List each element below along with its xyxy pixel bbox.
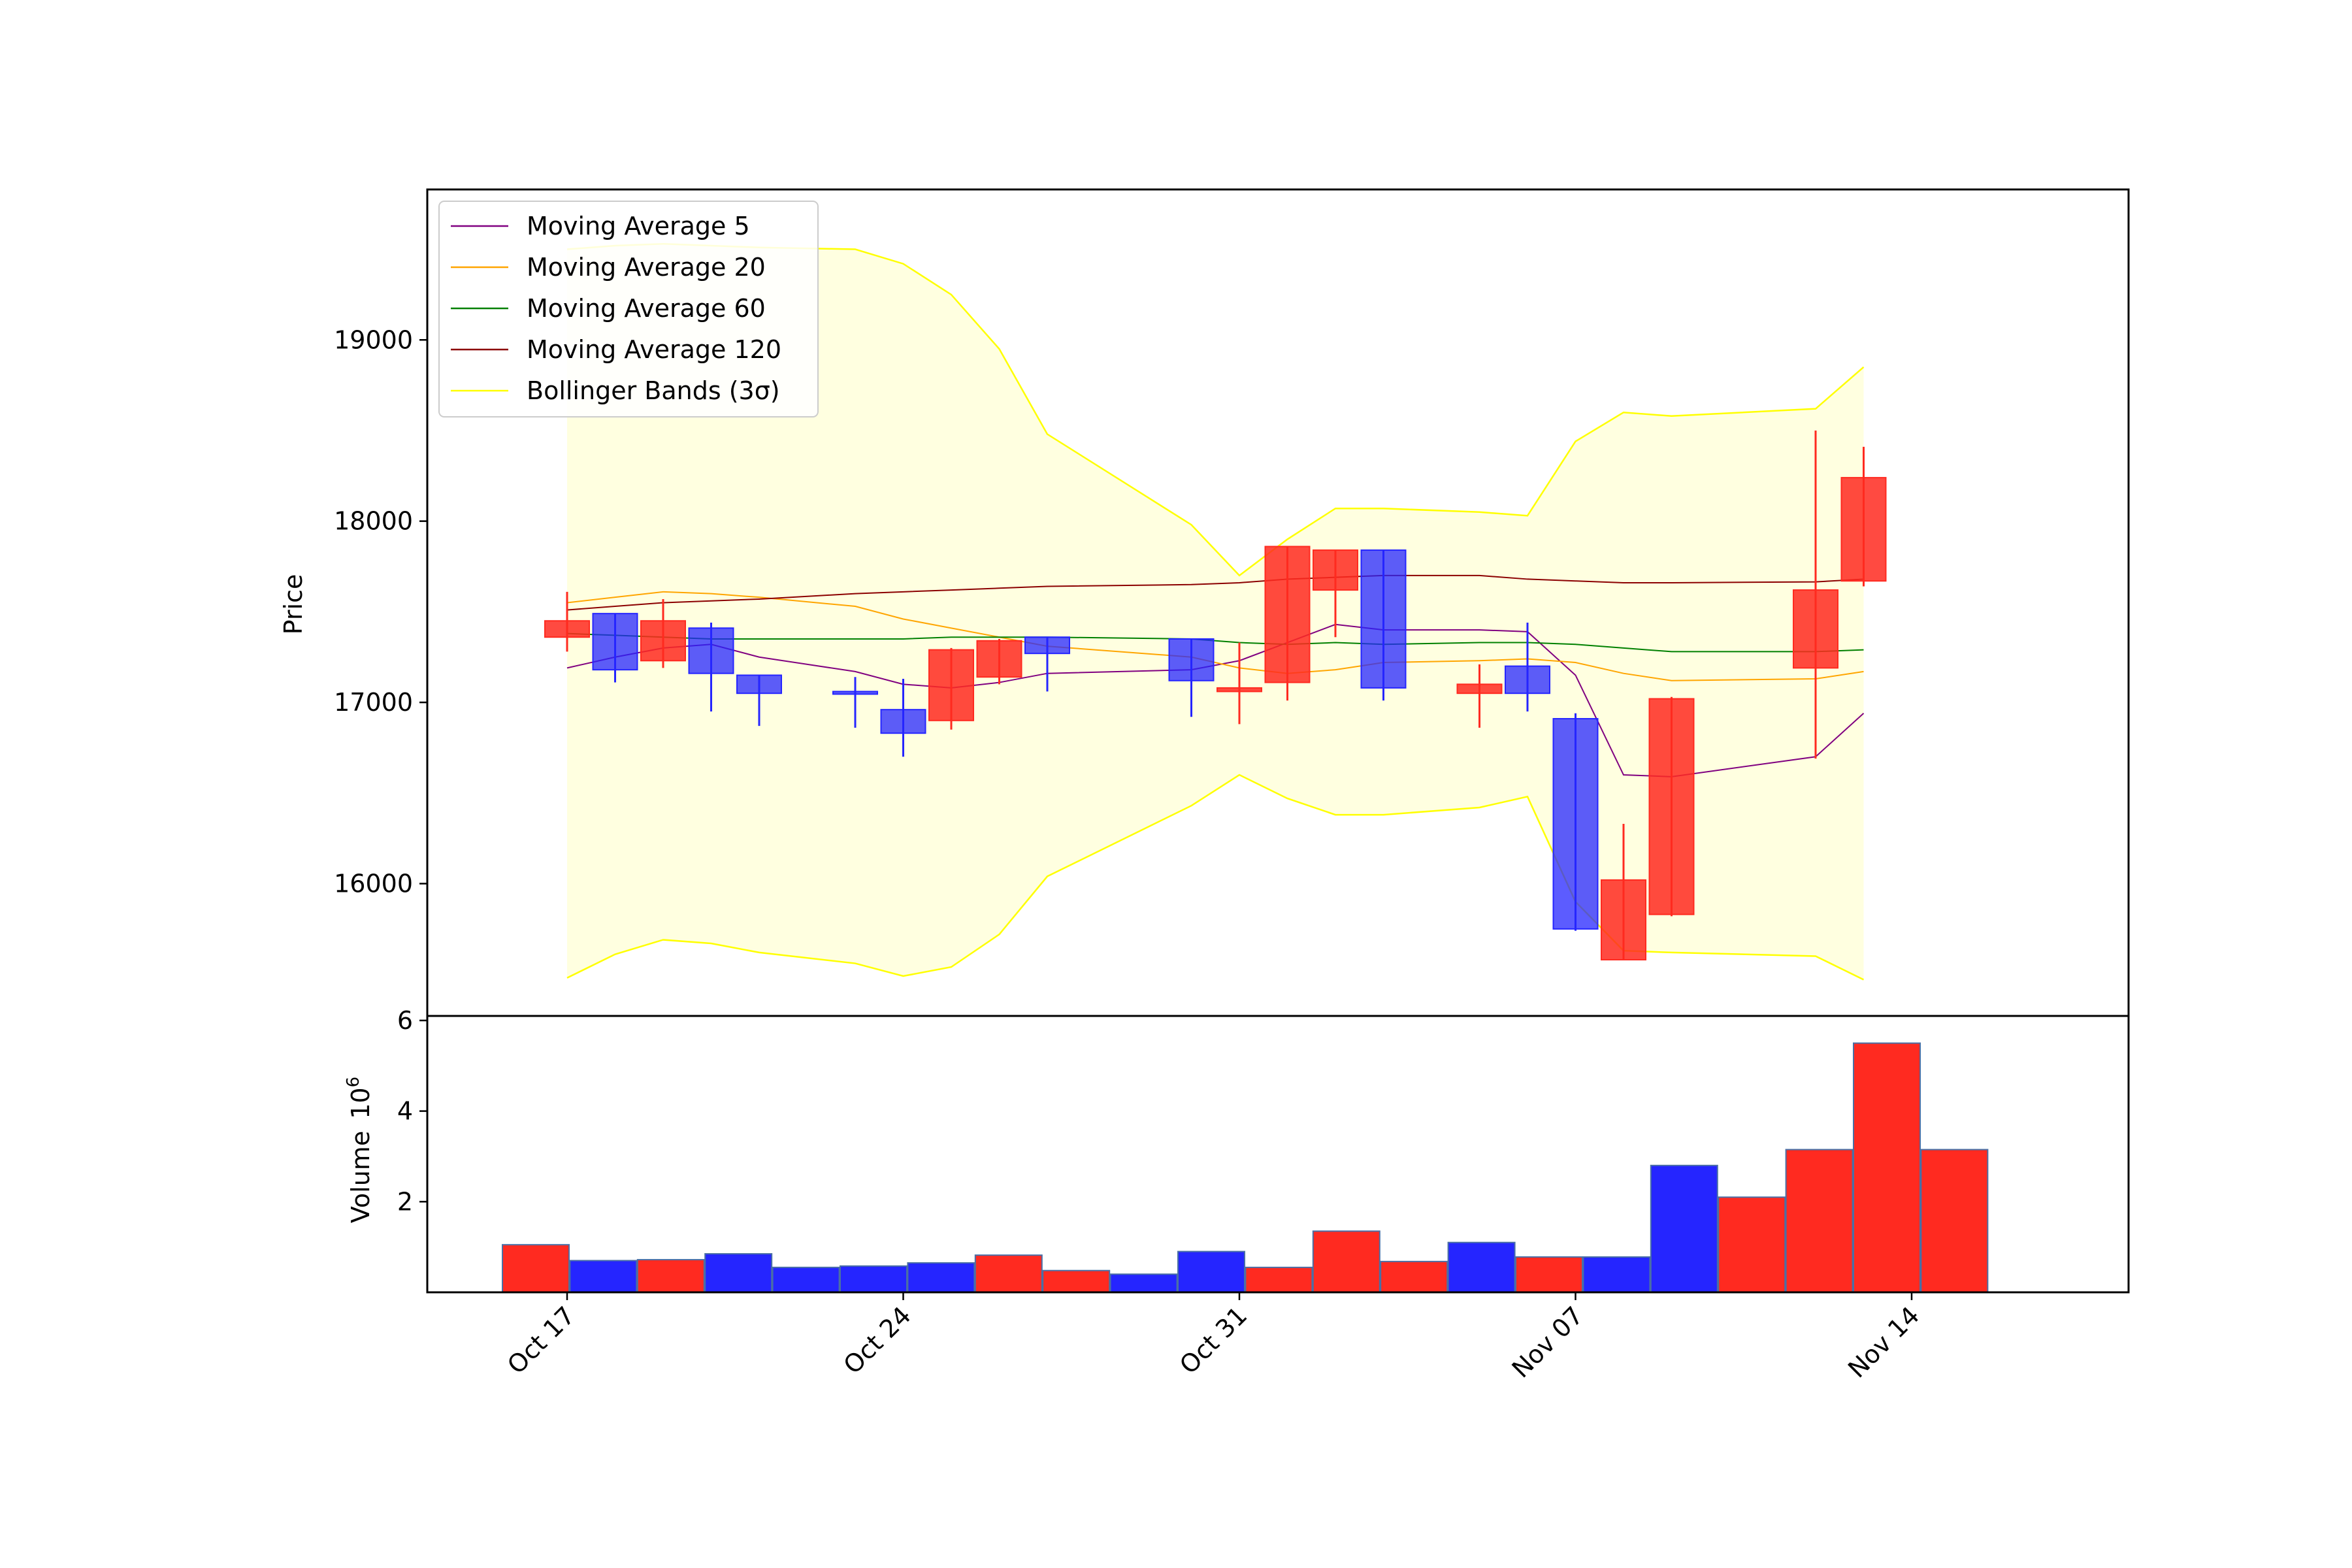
volume-bar (1853, 1042, 1921, 1293)
candle-body (928, 649, 974, 721)
price-tick-label: 18000 (334, 507, 413, 536)
volume-bar (1920, 1149, 1989, 1293)
volume-bars (502, 1042, 1989, 1294)
volume-bar (569, 1260, 638, 1293)
bollinger-band-fill (567, 244, 1864, 980)
candle-body (736, 674, 782, 694)
volume-bar (974, 1254, 1043, 1293)
volume-bar (1312, 1230, 1380, 1294)
moving-average-line-2 (566, 632, 1864, 653)
moving-average-lines (566, 574, 1865, 777)
volume-tick-label: 2 (397, 1187, 413, 1216)
candle-body (1601, 879, 1646, 961)
price-tick-label: 19000 (334, 325, 413, 354)
x-tick-label: Nov 07 (1507, 1301, 1589, 1383)
volume-bar (840, 1265, 907, 1293)
legend-label-0: Moving Average 5 (527, 212, 750, 240)
candle-body (688, 627, 734, 674)
candle-body (1217, 687, 1262, 693)
candle-body (1648, 698, 1695, 915)
x-axis-ticks: Oct 17 Oct 24 Oct 31 Nov 07 Nov 14 (502, 1292, 1925, 1384)
volume-bar (907, 1262, 975, 1294)
volume-bar (704, 1253, 773, 1293)
volume-bar (1447, 1241, 1516, 1293)
volume-bar (1718, 1196, 1786, 1294)
candle-body (592, 613, 638, 671)
candle-body (1505, 665, 1550, 694)
moving-average-line-3 (566, 574, 1864, 611)
x-tick-label: Oct 31 (1174, 1301, 1252, 1379)
bollinger-lower-line (566, 774, 1865, 981)
legend-label-1: Moving Average 20 (527, 253, 766, 282)
volume-tick-label: 6 (397, 1006, 413, 1035)
volume-bar (1245, 1266, 1313, 1293)
volume-bar (1785, 1149, 1854, 1293)
volume-y-axis-ticks: 2 4 6 (397, 1006, 427, 1216)
volume-bar (1515, 1256, 1583, 1294)
moving-average-line-1 (566, 591, 1864, 681)
candle-body (1456, 683, 1503, 694)
price-y-axis-ticks: 16000 17000 18000 19000 (334, 325, 427, 898)
volume-panel: 246 Volume106 Oct 17 Oct 24 Oct 31 Nov 07 No… (344, 1006, 2130, 1384)
moving-average-line-0 (566, 623, 1865, 777)
price-tick-label: 16000 (334, 869, 413, 898)
candle-body (1360, 549, 1407, 689)
price-panel: 16000 17000 18000 19000 Price Moving Averag… (279, 188, 2130, 1017)
candle-body (1552, 718, 1599, 930)
volume-bar (1650, 1164, 1718, 1293)
volume-bar (502, 1244, 570, 1293)
volume-axis-label-base: 10 (346, 1087, 375, 1119)
candle-body (544, 620, 590, 638)
legend-label-4: Bollinger Bands (3σ) (527, 376, 780, 405)
candle-body (1024, 636, 1070, 655)
volume-bar (1380, 1260, 1448, 1294)
volume-axis-exponent: 6 (344, 1077, 363, 1088)
candle-body (1840, 477, 1887, 582)
legend-label-3: Moving Average 120 (527, 335, 781, 364)
volume-panel-frame (426, 1015, 2130, 1294)
legend: Moving Average 5 Moving Average 20 Moving … (438, 201, 819, 417)
legend-box (438, 201, 819, 417)
candle-body (976, 640, 1022, 678)
volume-tick-label: 4 (397, 1097, 413, 1126)
volume-bar (1582, 1256, 1651, 1294)
volume-bar (772, 1266, 840, 1293)
volume-bar (1042, 1269, 1111, 1293)
candle-body (1264, 546, 1311, 683)
volume-axis-label: Volume 106 (344, 1077, 375, 1223)
candle-body (880, 709, 926, 734)
price-tick-label: 17000 (334, 688, 413, 717)
legend-label-2: Moving Average 60 (527, 294, 766, 323)
price-axis-label: Price (279, 574, 308, 635)
candle-body (1313, 549, 1358, 591)
candle-body (640, 620, 686, 662)
x-tick-label: Oct 17 (502, 1301, 580, 1379)
candle-body (1793, 589, 1838, 669)
volume-axis-label-text: Volume (346, 1131, 375, 1223)
volume-bar (636, 1259, 705, 1294)
candle-body (1168, 638, 1215, 681)
x-tick-label: Nov 14 (1842, 1301, 1925, 1383)
volume-bar (1177, 1250, 1245, 1294)
candlesticks (544, 430, 1887, 961)
candle-body (832, 691, 878, 695)
volume-bar (1109, 1273, 1178, 1294)
x-tick-label: Oct 24 (838, 1301, 917, 1379)
